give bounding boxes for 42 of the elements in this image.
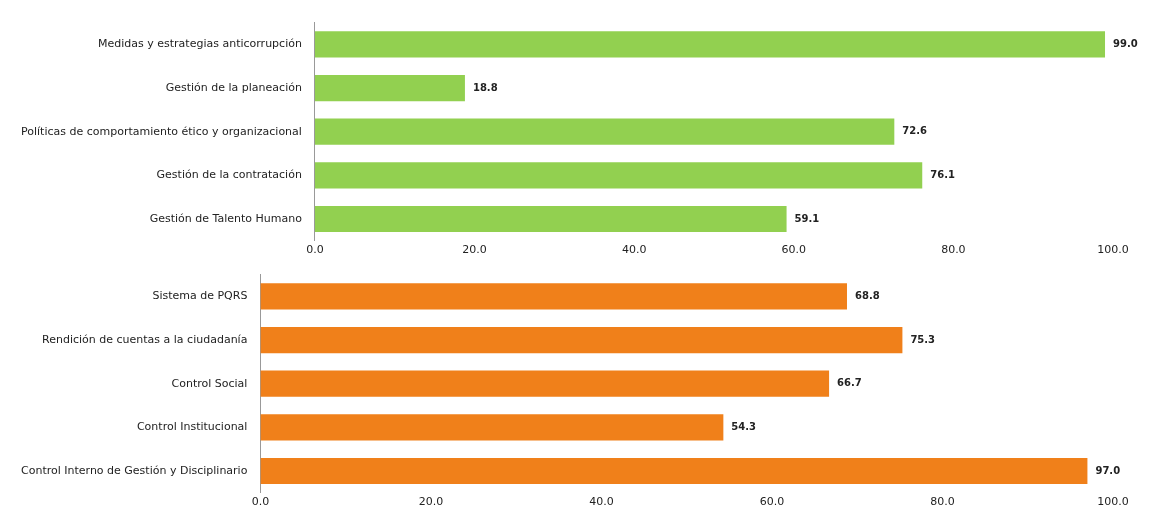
bar	[314, 205, 787, 233]
data-label: 68.8	[854, 290, 880, 302]
y-tick-label: Políticas de comportamiento ético y organizacional	[20, 124, 302, 138]
y-tick-label: Control Social	[171, 376, 248, 390]
bar	[260, 326, 903, 354]
data-label: 99.0	[1113, 38, 1138, 50]
x-tick-label: 40.0	[589, 495, 614, 509]
y-tick-label: Gestión de la planeación	[165, 80, 302, 94]
data-label: 59.1	[794, 212, 820, 224]
x-tick-label: 60.0	[759, 495, 785, 509]
x-tick-label: 40.0	[621, 243, 647, 257]
data-label: 54.3	[731, 420, 757, 432]
data-label: 66.7	[837, 377, 862, 389]
bar	[314, 162, 923, 189]
y-tick-label: Control Interno de Gestión y Disciplinario	[21, 463, 248, 477]
x-tick-label: 0.0	[306, 243, 324, 257]
bar	[260, 457, 1088, 485]
data-label: 76.1	[930, 168, 955, 180]
data-label: 72.6	[902, 125, 928, 137]
x-tick-label: 20.0	[462, 243, 487, 257]
y-tick-label: Medidas y estrategias anticorrupción	[98, 37, 302, 51]
y-tick-label: Gestión de Talento Humano	[149, 211, 303, 225]
bar	[260, 414, 724, 441]
x-tick-label: 100.0	[1097, 495, 1129, 509]
y-tick-label: Gestión de la contratación	[156, 168, 302, 182]
bar	[260, 370, 830, 397]
x-tick-label: 80.0	[930, 495, 955, 509]
x-tick-label: 80.0	[941, 243, 966, 257]
data-label: 97.0	[1095, 464, 1121, 476]
bar	[314, 118, 895, 145]
bar	[314, 74, 465, 102]
bar	[260, 283, 847, 310]
x-tick-label: 0.0	[251, 495, 270, 509]
y-tick-label: Sistema de PQRS	[152, 289, 248, 303]
x-tick-label: 60.0	[781, 243, 807, 257]
y-tick-label: Rendición de cuentas a la ciudadanía	[42, 332, 248, 346]
data-label: 75.3	[910, 333, 936, 345]
x-tick-label: 20.0	[418, 495, 444, 509]
bar	[314, 31, 1106, 58]
y-tick-label: Control Institucional	[136, 420, 248, 434]
data-label: 18.8	[472, 81, 498, 93]
x-tick-label: 100.0	[1097, 243, 1129, 257]
